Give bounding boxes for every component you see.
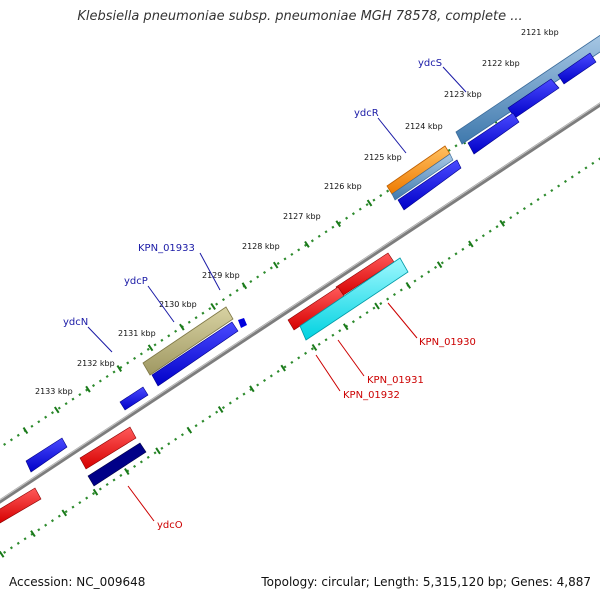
gene-label-ydcS[interactable]: ydcS [418,58,442,69]
scale-tick-inner [405,281,412,289]
tick-label-2129: 2129 kbp [202,271,240,280]
cds-forward-4[interactable] [397,159,462,211]
scale-tick [53,406,60,414]
feature-khaki[interactable] [142,306,234,376]
tick-label-2124: 2124 kbp [405,122,443,131]
gene-label-KPN_01930[interactable]: KPN_01930 [419,337,476,348]
cds-track-forward [25,52,597,473]
scale-tick-inner [217,406,224,413]
scale-tick [241,282,248,290]
label-connectors [87,66,467,522]
scale-tick [179,323,185,331]
connector-KPN_01930 [387,302,418,339]
gene-label-KPN_01933[interactable]: KPN_01933 [138,243,195,254]
tick-label-2128: 2128 kbp [242,242,280,251]
cds-forward-7[interactable] [119,386,149,411]
scale-tick [116,365,123,372]
connector-ydcS [442,66,467,93]
backbone-ring [0,102,600,504]
scale-tick-inner [155,447,161,455]
scale-tick-inner [311,343,318,351]
connector-ydcO [127,485,155,522]
connector-KPN_01933 [199,252,221,291]
scale-labels: 2121 kbp 2122 kbp 2123 kbp 2124 kbp 2125… [35,28,559,396]
feature-steelblue-outer[interactable] [455,32,600,145]
connector-ydcP [147,285,175,323]
cds-forward-8[interactable] [25,437,68,473]
tick-label-2125: 2125 kbp [364,153,402,162]
scale-tick [335,220,342,228]
tick-label-2133: 2133 kbp [35,387,73,396]
feature-steelblue-mid[interactable] [391,153,454,201]
connector-KPN_01932 [315,354,341,392]
feature-cyan[interactable] [299,257,409,341]
gene-labels-reverse: KPN_01930 KPN_01931 KPN_01932 ydcO [157,337,476,531]
cds-forward-3[interactable] [467,112,520,155]
tick-label-2126: 2126 kbp [324,182,362,191]
scale-tick-inner [92,488,99,496]
feature-navy[interactable] [87,442,147,487]
gene-label-KPN_01932[interactable]: KPN_01932 [343,390,400,401]
scale-tick-inner [0,550,5,558]
scale-tick-inner [280,364,286,372]
scale-tick-inner [468,240,474,248]
scale-tick-inner [436,261,443,269]
tick-label-2130: 2130 kbp [159,300,197,309]
tick-label-2123: 2123 kbp [444,90,482,99]
gene-label-ydcR[interactable]: ydcR [354,108,379,119]
scale-tick-inner [124,468,130,476]
gene-label-ydcP[interactable]: ydcP [124,276,148,287]
tick-label-2132: 2132 kbp [77,359,115,368]
scale-tick-inner [61,509,68,517]
inner-dotted-ring [0,157,600,557]
scale-tick-inner [499,219,505,227]
gene-labels-forward: ydcS ydcR KPN_01933 ydcP ydcN [63,58,442,328]
scale-tick-inner [30,530,36,538]
scale-tick [85,385,91,393]
cds-forward-6[interactable] [238,318,247,328]
gene-label-ydcN[interactable]: ydcN [63,317,88,328]
cds-forward-1[interactable] [557,52,597,85]
cds-reverse-3[interactable] [79,426,137,470]
scale-tick-inner [249,385,255,393]
outer-dotted-ring [0,49,600,449]
tick-label-2122: 2122 kbp [482,59,520,68]
scale-tick [147,344,154,352]
feature-track-outer [142,32,600,376]
gene-label-ydcO[interactable]: ydcO [157,520,183,531]
accession-text: Accession: NC_009648 [9,575,146,589]
cds-track-reverse [0,252,409,524]
connector-ydcN [87,326,113,353]
cds-reverse-4[interactable] [0,487,42,524]
scale-tick-inner [342,323,349,331]
gene-label-KPN_01931[interactable]: KPN_01931 [367,375,424,386]
scale-tick-inner [186,426,193,434]
topology-summary-text: Topology: circular; Length: 5,315,120 bp… [261,575,591,589]
tick-label-2121: 2121 kbp [521,28,559,37]
cds-forward-5[interactable] [151,321,239,387]
scale-tick [22,427,29,435]
connector-KPN_01931 [337,339,365,377]
tick-label-2127: 2127 kbp [283,212,321,221]
connector-ydcR [377,117,407,154]
scale-tick [366,199,373,207]
tick-label-2131: 2131 kbp [118,329,156,338]
backbone-highlight [0,102,600,501]
scale-tick-inner [374,302,380,310]
scale-tick [304,240,310,248]
map-title: Klebsiella pneumoniae subsp. pneumoniae … [77,9,523,24]
scale-tick [272,261,279,269]
scale-tick [210,302,216,310]
